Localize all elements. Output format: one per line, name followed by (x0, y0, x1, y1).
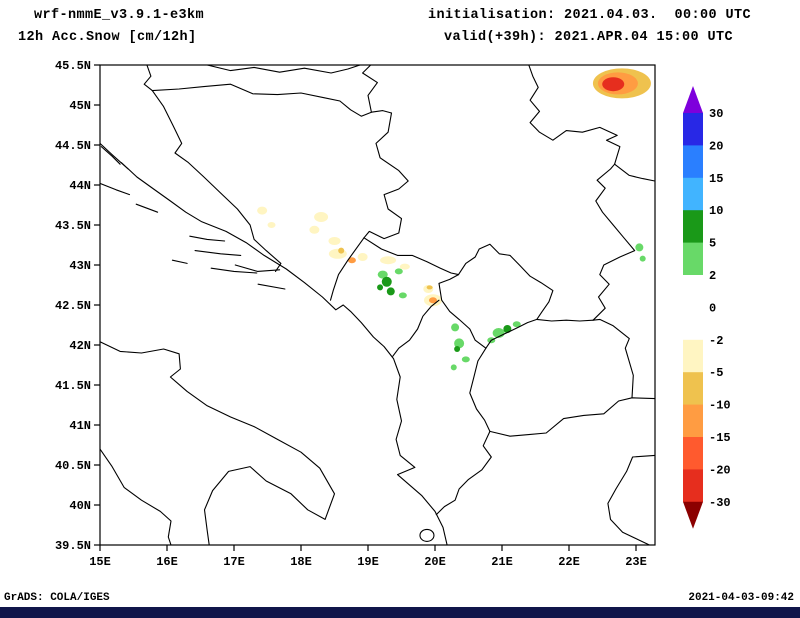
field-title: 12h Acc.Snow [cm/12h] (18, 30, 197, 45)
init-time-label: initialisation: 2021.04.03. 00:00 UTC (428, 8, 752, 23)
model-title: wrf-nmmE_v3.9.1-e3km (34, 8, 205, 23)
svg-text:44.5N: 44.5N (55, 139, 91, 153)
svg-text:44N: 44N (69, 179, 91, 193)
svg-text:20E: 20E (424, 555, 446, 569)
svg-text:41N: 41N (69, 419, 91, 433)
valid-time-label: valid(+39h): 2021.APR.04 15:00 UTC (444, 30, 734, 45)
svg-text:45N: 45N (69, 99, 91, 113)
svg-text:15E: 15E (89, 555, 111, 569)
map-frame (99, 64, 656, 546)
svg-text:17E: 17E (223, 555, 245, 569)
colorbar-arrow-bottom (683, 501, 703, 529)
svg-text:42N: 42N (69, 339, 91, 353)
bottom-bar (0, 607, 800, 618)
colorbar-level-label: 2 (709, 269, 716, 283)
svg-text:43.5N: 43.5N (55, 219, 91, 233)
svg-text:19E: 19E (357, 555, 379, 569)
svg-text:23E: 23E (625, 555, 647, 569)
colorbar-level-label: 10 (709, 204, 723, 218)
svg-text:42.5N: 42.5N (55, 299, 91, 313)
svg-text:45.5N: 45.5N (55, 59, 91, 73)
colorbar-level-label: -15 (709, 431, 731, 445)
colorbar-level-label: -20 (709, 463, 731, 477)
svg-text:40.5N: 40.5N (55, 459, 91, 473)
grads-credit: GrADS: COLA/IGES (4, 592, 110, 604)
svg-text:41.5N: 41.5N (55, 379, 91, 393)
colorbar-level-label: 15 (709, 172, 723, 186)
colorbar-level-label: 20 (709, 139, 723, 153)
svg-text:21E: 21E (491, 555, 513, 569)
snow-shading (257, 68, 651, 371)
colorbar-arrow-top (683, 86, 703, 113)
colorbar-level-label: -5 (709, 366, 723, 380)
svg-text:40N: 40N (69, 499, 91, 513)
map-borders (100, 65, 655, 545)
svg-text:39.5N: 39.5N (55, 539, 91, 553)
colorbar-level-label: -2 (709, 334, 723, 348)
svg-text:43N: 43N (69, 259, 91, 273)
svg-text:18E: 18E (290, 555, 312, 569)
svg-text:22E: 22E (558, 555, 580, 569)
svg-text:16E: 16E (156, 555, 178, 569)
colorbar-level-label: 0 (709, 301, 716, 315)
creation-timestamp: 2021-04-03-09:42 (688, 592, 794, 604)
colorbar-level-label: 30 (709, 107, 723, 121)
colorbar-level-label: 5 (709, 237, 716, 251)
colorbar-level-label: -10 (709, 399, 731, 413)
colorbar-level-label: -30 (709, 496, 731, 510)
axes: 45.5N 45N 44.5N 44N 43.5N 43N 42.5N 42N 41.5N 41N… (55, 59, 647, 569)
